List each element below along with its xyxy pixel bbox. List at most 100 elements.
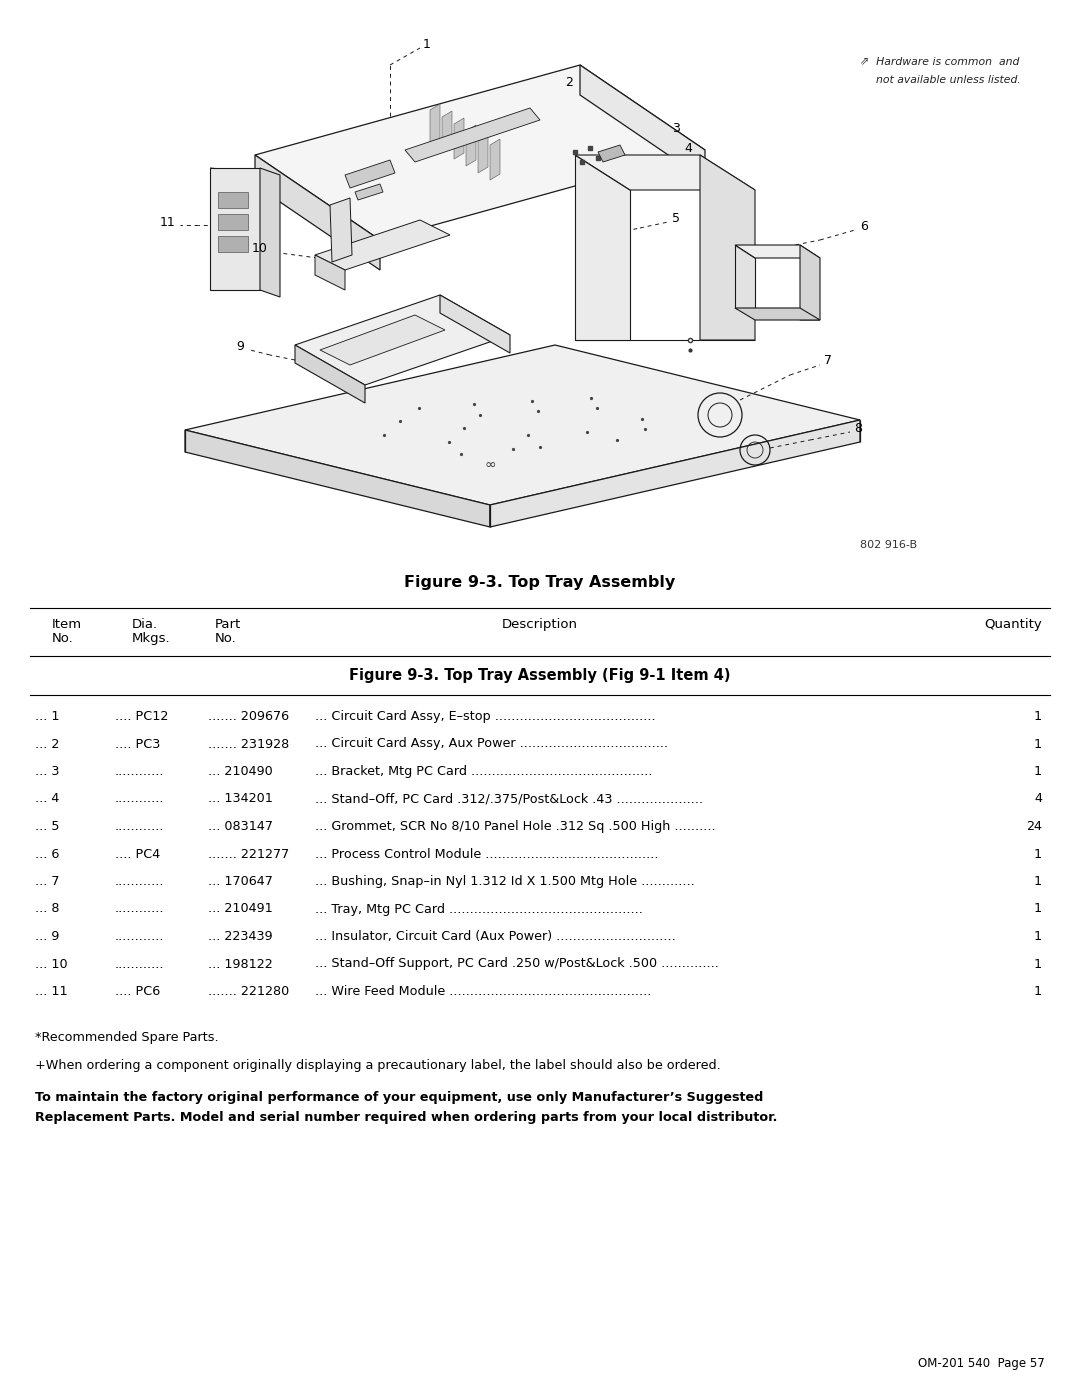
Text: 7: 7 bbox=[824, 353, 832, 366]
Text: Replacement Parts. Model and serial number required when ordering parts from you: Replacement Parts. Model and serial numb… bbox=[35, 1112, 778, 1125]
Text: ... Stand–Off Support, PC Card .250 w/Post&Lock .500 ..............: ... Stand–Off Support, PC Card .250 w/Po… bbox=[315, 957, 719, 971]
Text: ... Insulator, Circuit Card (Aux Power) .............................: ... Insulator, Circuit Card (Aux Power) … bbox=[315, 930, 676, 943]
Text: ... 1: ... 1 bbox=[35, 710, 59, 724]
Polygon shape bbox=[295, 345, 365, 402]
Text: +When ordering a component originally displaying a precautionary label, the labe: +When ordering a component originally di… bbox=[35, 1059, 720, 1071]
Text: ... 5: ... 5 bbox=[35, 820, 59, 833]
Polygon shape bbox=[575, 155, 630, 339]
Polygon shape bbox=[580, 66, 705, 180]
Text: ............: ............ bbox=[114, 766, 164, 778]
Polygon shape bbox=[218, 214, 248, 231]
Text: ⇗  Hardware is common  and: ⇗ Hardware is common and bbox=[860, 57, 1020, 67]
Polygon shape bbox=[440, 295, 510, 353]
Text: 1: 1 bbox=[1034, 738, 1042, 750]
Polygon shape bbox=[575, 155, 755, 190]
Text: 1: 1 bbox=[1034, 985, 1042, 997]
Text: 1: 1 bbox=[1034, 875, 1042, 888]
Text: ... 083147: ... 083147 bbox=[208, 820, 273, 833]
Polygon shape bbox=[700, 155, 755, 339]
Text: ............: ............ bbox=[114, 820, 164, 833]
Text: ... Bushing, Snap–in Nyl 1.312 Id X 1.500 Mtg Hole .............: ... Bushing, Snap–in Nyl 1.312 Id X 1.50… bbox=[315, 875, 694, 888]
Text: ... Stand–Off, PC Card .312/.375/Post&Lock .43 .....................: ... Stand–Off, PC Card .312/.375/Post&Lo… bbox=[315, 792, 703, 806]
Polygon shape bbox=[735, 244, 755, 307]
Text: ... 170647: ... 170647 bbox=[208, 875, 273, 888]
Polygon shape bbox=[255, 66, 705, 240]
Polygon shape bbox=[320, 314, 445, 365]
Text: 4: 4 bbox=[684, 141, 692, 155]
Text: ... 210490: ... 210490 bbox=[208, 766, 273, 778]
Text: Figure 9-3. Top Tray Assembly: Figure 9-3. Top Tray Assembly bbox=[404, 574, 676, 590]
Polygon shape bbox=[490, 138, 500, 180]
Polygon shape bbox=[255, 155, 380, 270]
Text: Figure 9-3. Top Tray Assembly (Fig 9-1 Item 4): Figure 9-3. Top Tray Assembly (Fig 9-1 I… bbox=[349, 668, 731, 683]
Text: ... Wire Feed Module .................................................: ... Wire Feed Module ...................… bbox=[315, 985, 651, 997]
Text: .... PC12: .... PC12 bbox=[114, 710, 168, 724]
Text: Dia.: Dia. bbox=[132, 617, 158, 631]
Polygon shape bbox=[405, 108, 540, 162]
Text: not available unless listed.: not available unless listed. bbox=[876, 75, 1021, 85]
Text: 1: 1 bbox=[423, 39, 431, 52]
Text: ... 210491: ... 210491 bbox=[208, 902, 273, 915]
Polygon shape bbox=[218, 191, 248, 208]
Text: 1: 1 bbox=[1034, 957, 1042, 971]
Text: ... Circuit Card Assy, E–stop .......................................: ... Circuit Card Assy, E–stop ..........… bbox=[315, 710, 656, 724]
Polygon shape bbox=[260, 168, 280, 298]
Text: ... 3: ... 3 bbox=[35, 766, 59, 778]
Polygon shape bbox=[454, 117, 464, 159]
Text: ... Circuit Card Assy, Aux Power ....................................: ... Circuit Card Assy, Aux Power .......… bbox=[315, 738, 669, 750]
Text: 1: 1 bbox=[1034, 710, 1042, 724]
Text: .... PC3: .... PC3 bbox=[114, 738, 160, 750]
Text: ... 6: ... 6 bbox=[35, 848, 59, 861]
Text: No.: No. bbox=[52, 631, 73, 645]
Text: Part: Part bbox=[215, 617, 241, 631]
Text: .... PC6: .... PC6 bbox=[114, 985, 160, 997]
Text: ∞: ∞ bbox=[484, 458, 496, 472]
Text: ....... 221280: ....... 221280 bbox=[208, 985, 289, 997]
Text: ... 8: ... 8 bbox=[35, 902, 59, 915]
Text: ....... 221277: ....... 221277 bbox=[208, 848, 289, 861]
Text: ... 9: ... 9 bbox=[35, 930, 59, 943]
Polygon shape bbox=[478, 131, 488, 173]
Text: ... 134201: ... 134201 bbox=[208, 792, 273, 806]
Text: Item: Item bbox=[52, 617, 82, 631]
Text: *Recommended Spare Parts.: *Recommended Spare Parts. bbox=[35, 1031, 218, 1044]
Text: ... 4: ... 4 bbox=[35, 792, 59, 806]
Text: 9: 9 bbox=[237, 341, 244, 353]
Text: 802 916-B: 802 916-B bbox=[860, 541, 917, 550]
Polygon shape bbox=[345, 161, 395, 189]
Polygon shape bbox=[442, 110, 453, 152]
Text: 3: 3 bbox=[672, 122, 680, 134]
Text: 6: 6 bbox=[860, 219, 868, 232]
Text: ... 7: ... 7 bbox=[35, 875, 59, 888]
Polygon shape bbox=[355, 184, 383, 200]
Text: To maintain the factory original performance of your equipment, use only Manufac: To maintain the factory original perform… bbox=[35, 1091, 764, 1104]
Text: 24: 24 bbox=[1026, 820, 1042, 833]
Text: 2: 2 bbox=[565, 75, 572, 88]
Polygon shape bbox=[735, 307, 820, 320]
Text: ... 11: ... 11 bbox=[35, 985, 68, 997]
Text: No.: No. bbox=[215, 631, 237, 645]
Text: 8: 8 bbox=[854, 422, 862, 434]
Polygon shape bbox=[295, 295, 510, 386]
Polygon shape bbox=[490, 420, 860, 527]
Text: Mkgs.: Mkgs. bbox=[132, 631, 171, 645]
Text: ... 198122: ... 198122 bbox=[208, 957, 273, 971]
Text: ... 10: ... 10 bbox=[35, 957, 68, 971]
Text: Quantity: Quantity bbox=[984, 617, 1042, 631]
Text: ............: ............ bbox=[114, 930, 164, 943]
Polygon shape bbox=[315, 256, 345, 291]
Text: ... Tray, Mtg PC Card ...............................................: ... Tray, Mtg PC Card ..................… bbox=[315, 902, 643, 915]
Text: OM-201 540  Page 57: OM-201 540 Page 57 bbox=[918, 1356, 1045, 1370]
Text: 1: 1 bbox=[1034, 902, 1042, 915]
Text: .... PC4: .... PC4 bbox=[114, 848, 160, 861]
Polygon shape bbox=[185, 345, 860, 504]
Polygon shape bbox=[330, 198, 352, 263]
Text: 4: 4 bbox=[1034, 792, 1042, 806]
Polygon shape bbox=[210, 168, 260, 291]
Text: 11: 11 bbox=[159, 215, 175, 229]
Text: 5: 5 bbox=[672, 211, 680, 225]
Text: 1: 1 bbox=[1034, 766, 1042, 778]
Text: ... Process Control Module ..........................................: ... Process Control Module .............… bbox=[315, 848, 659, 861]
Polygon shape bbox=[598, 145, 625, 162]
Text: ... Grommet, SCR No 8/10 Panel Hole .312 Sq .500 High ..........: ... Grommet, SCR No 8/10 Panel Hole .312… bbox=[315, 820, 716, 833]
